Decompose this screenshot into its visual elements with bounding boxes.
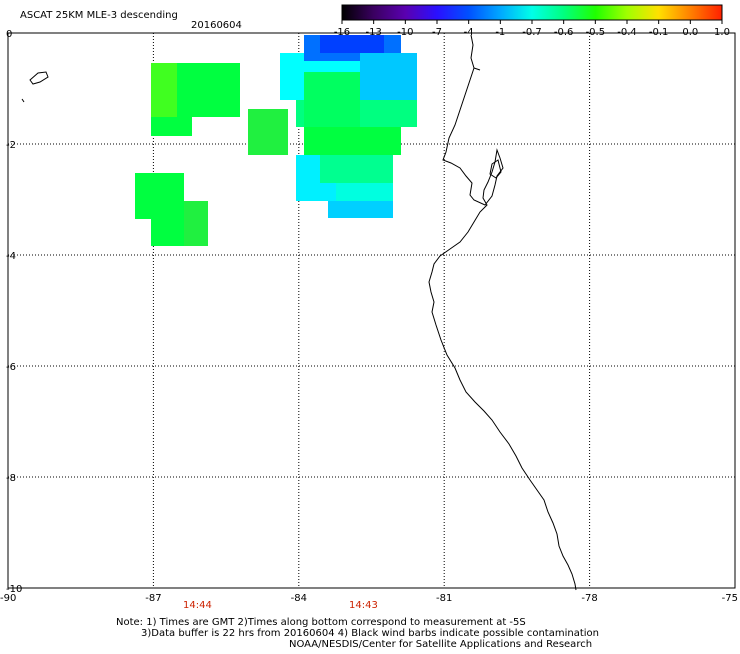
x-tick-label: -78 [581,593,598,604]
colorbar-label: -13 [365,27,382,38]
y-tick-label: 0 [6,29,13,40]
colorbar-label: -0.7 [522,27,542,38]
credit-line: NOAA/NESDIS/Center for Satellite Applica… [289,639,593,650]
chart-title: ASCAT 25KM MLE-3 descending [20,10,178,21]
swath-cell [248,109,288,155]
colorbar-label: -1 [495,27,506,38]
galapagos-island [29,71,49,85]
x-tick-label: -87 [145,593,162,604]
x-tick-label: -75 [721,593,738,604]
pass-time-label: 14:43 [349,600,378,611]
y-tick-label: -6 [6,362,16,373]
swath-cell [320,155,393,183]
pass-time-label: 14:44 [183,600,212,611]
colorbar-label: -0.4 [617,27,637,38]
swath-cell [304,127,401,155]
y-tick-label: -8 [6,473,16,484]
y-tick-label: -10 [6,584,23,595]
colorbar-label: -16 [333,27,351,38]
colorbar-label: -4 [463,27,474,38]
swath-cell [304,72,360,127]
galapagos-islet [21,98,25,103]
y-tick-label: -2 [6,140,16,151]
colorbar-label: -0.6 [553,27,574,38]
chart-date: 20160604 [191,20,242,31]
swath-cell [184,201,208,246]
note-line: 3)Data buffer is 22 hrs from 20160604 4)… [141,628,599,639]
colorbar-label: 0.0 [682,27,699,38]
x-tick-label: -81 [436,593,453,604]
colorbar-label: 1.0 [714,27,730,38]
swath-cell [151,117,192,136]
swath-cell [320,35,384,53]
colorbar-gradient [341,4,723,21]
island-outline [489,159,502,179]
x-tick-label: -90 [0,593,17,604]
swath-cell [360,53,417,100]
colorbar-label: -0.1 [648,27,669,38]
south-america-coastline [428,34,577,591]
colorbar [341,4,723,24]
colorbar-label: -0.5 [585,27,606,38]
x-tick-label: -84 [290,593,307,604]
y-tick-label: -4 [6,251,16,262]
swath-cell [151,63,177,117]
colorbar-label: -10 [397,27,414,38]
swath-cell [328,201,393,218]
map-grid [7,32,736,589]
wind-swath [135,35,417,246]
bay-outline [473,67,481,71]
note-line: Note: 1) Times are GMT 2)Times along bot… [116,617,526,628]
colorbar-label: -7 [432,27,442,38]
coastline [21,34,577,591]
